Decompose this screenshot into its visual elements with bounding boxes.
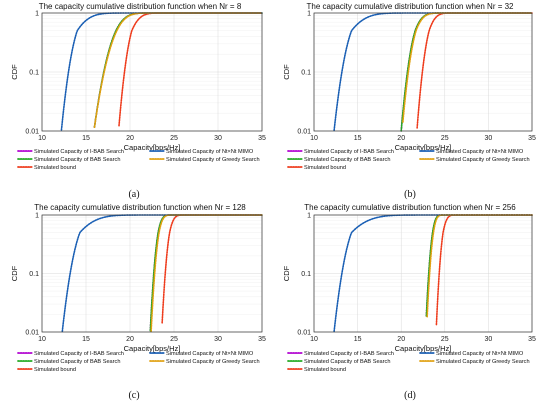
legend-entry: Simulated bound (304, 367, 346, 373)
y-axis-label: CDF (282, 64, 291, 80)
x-tick-label: 35 (528, 135, 536, 142)
x-tick-label: 20 (126, 135, 134, 142)
legend-entry: Simulated Capacity of I-BAB Search (34, 149, 124, 155)
axes-frame (41, 12, 263, 132)
legend-entry: Simulated bound (304, 165, 346, 171)
y-tick-label: 0.1 (301, 70, 311, 77)
chart-panel-1: The capacity cumulative distribution fun… (10, 2, 266, 200)
y-tick-label: 1 (35, 11, 39, 18)
chart-title: The capacity cumulative distribution fun… (39, 2, 242, 11)
legend-entry: Simulated Capacity of BAB Search (34, 157, 120, 163)
x-tick-label: 25 (170, 135, 178, 142)
y-tick-label: 0.01 (297, 330, 311, 337)
x-tick-label: 30 (214, 336, 222, 343)
x-tick-label: 35 (258, 135, 266, 142)
legend-entry: Simulated Capacity of Nt×Nt MIMO (166, 149, 254, 155)
x-tick-label: 25 (170, 336, 178, 343)
legend-entry: Simulated Capacity of BAB Search (34, 359, 120, 365)
panel-caption: (c) (128, 390, 139, 401)
x-tick-label: 25 (441, 336, 449, 343)
x-tick-label: 10 (38, 336, 46, 343)
y-tick-label: 1 (307, 11, 311, 18)
y-tick-label: 0.01 (297, 129, 311, 136)
x-tick-label: 30 (214, 135, 222, 142)
x-axis-label: Capacity[bps/Hz] (395, 143, 452, 152)
x-axis-label: Capacity[bps/Hz] (124, 143, 181, 152)
chart-title: The capacity cumulative distribution fun… (34, 203, 246, 212)
legend-entry: Simulated Capacity of BAB Search (304, 359, 390, 365)
panel-caption: (d) (404, 390, 416, 401)
chart-panel-3: The capacity cumulative distribution fun… (10, 203, 266, 401)
y-tick-label: 1 (307, 213, 311, 220)
legend-entry: Simulated Capacity of I-BAB Search (304, 149, 394, 155)
legend-entry: Simulated Capacity of Greedy Search (166, 157, 260, 163)
panel-caption: (a) (128, 189, 139, 200)
x-axis-label: Capacity[bps/Hz] (124, 344, 181, 353)
x-tick-label: 10 (38, 135, 46, 142)
x-tick-label: 10 (310, 336, 318, 343)
x-tick-label: 15 (354, 336, 362, 343)
axes-frame (313, 214, 533, 333)
x-tick-label: 15 (354, 135, 362, 142)
legend-entry: Simulated Capacity of BAB Search (304, 157, 390, 163)
x-tick-label: 30 (485, 135, 493, 142)
legend-entry: Simulated Capacity of Greedy Search (436, 359, 530, 365)
panel-caption: (b) (404, 189, 416, 200)
legend-entry: Simulated bound (34, 165, 76, 171)
chart-panel-4: The capacity cumulative distribution fun… (282, 203, 536, 401)
y-tick-label: 0.1 (29, 271, 39, 278)
legend-entry: Simulated bound (34, 367, 76, 373)
legend-entry: Simulated Capacity of I-BAB Search (304, 351, 394, 357)
legend-entry: Simulated Capacity of I-BAB Search (34, 351, 124, 357)
x-tick-label: 10 (310, 135, 318, 142)
x-tick-label: 20 (126, 336, 134, 343)
x-tick-label: 20 (397, 336, 405, 343)
chart-title: The capacity cumulative distribution fun… (307, 2, 515, 11)
x-tick-label: 35 (258, 336, 266, 343)
chart-panel-2: The capacity cumulative distribution fun… (282, 2, 536, 200)
x-tick-label: 15 (82, 336, 90, 343)
y-axis-label: CDF (10, 265, 19, 281)
x-tick-label: 25 (441, 135, 449, 142)
y-axis-label: CDF (282, 265, 291, 281)
y-tick-label: 1 (35, 213, 39, 220)
y-tick-label: 0.1 (29, 70, 39, 77)
x-tick-label: 20 (397, 135, 405, 142)
y-tick-label: 0.01 (25, 129, 39, 136)
y-tick-label: 0.1 (301, 271, 311, 278)
legend-entry: Simulated Capacity of Nt×Nt MIMO (436, 149, 524, 155)
y-axis-label: CDF (10, 64, 19, 80)
x-tick-label: 30 (485, 336, 493, 343)
legend-entry: Simulated Capacity of Greedy Search (166, 359, 260, 365)
y-tick-label: 0.01 (25, 330, 39, 337)
x-axis-label: Capacity[bps/Hz] (395, 344, 452, 353)
chart-title: The capacity cumulative distribution fun… (304, 203, 516, 212)
axes-frame (313, 12, 533, 132)
x-tick-label: 35 (528, 336, 536, 343)
x-tick-label: 15 (82, 135, 90, 142)
axes-frame (41, 214, 263, 333)
legend-entry: Simulated Capacity of Nt×Nt MIMO (166, 351, 254, 357)
legend-entry: Simulated Capacity of Nt×Nt MIMO (436, 351, 524, 357)
legend-entry: Simulated Capacity of Greedy Search (436, 157, 530, 163)
